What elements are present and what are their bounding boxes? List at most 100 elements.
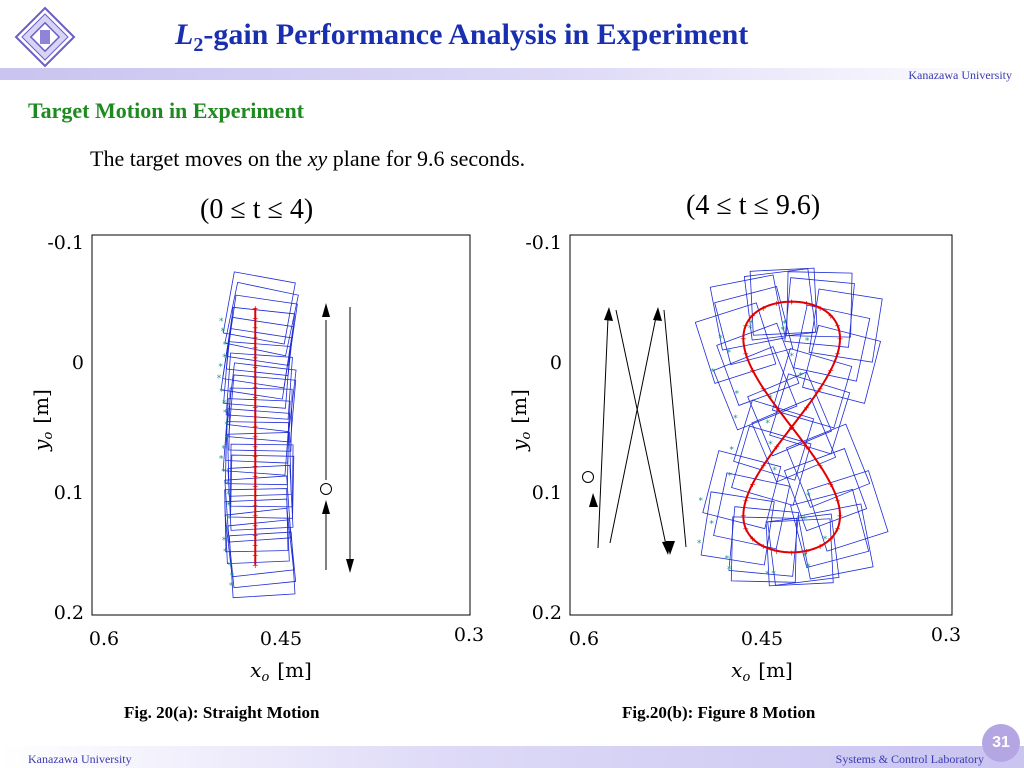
plate-square — [730, 516, 798, 583]
start-position-marker — [582, 471, 594, 483]
plate-marker: * — [725, 554, 730, 564]
trace-point: + — [773, 547, 780, 556]
plate-marker: * — [748, 324, 753, 334]
plate-square — [765, 518, 834, 587]
target-trace-line — [742, 300, 842, 554]
plate-square — [713, 346, 798, 431]
footer-bar — [0, 746, 1024, 768]
plate-marker: * — [226, 501, 231, 511]
zigzag-line-2 — [615, 309, 667, 546]
trace-point: + — [773, 299, 780, 308]
figure-caption-b: Fig.20(b): Figure 8 Motion — [622, 703, 816, 722]
y-tick-labels: -0.1 0 0.1 0.2 — [525, 232, 562, 624]
trace-point: + — [749, 480, 756, 489]
trace-point: + — [252, 561, 259, 570]
plate-marker: * — [806, 491, 811, 501]
y-tick-labels: -0.1 0 0.1 0.2 — [47, 232, 84, 624]
plate-marker: * — [790, 352, 795, 362]
plate-marker: * — [223, 408, 228, 418]
trace-point: + — [252, 511, 259, 520]
plate-marker: * — [803, 551, 808, 561]
trace-point: + — [252, 343, 259, 352]
x-tick-labels: 0.6 0.45 0.3 — [89, 624, 484, 650]
x-tick-label: 0.45 — [260, 628, 302, 650]
plate-marker: * — [225, 480, 230, 490]
plate-marker: * — [798, 371, 803, 381]
trace-point: + — [742, 524, 749, 533]
y-tick-label: 0.1 — [54, 482, 84, 504]
plate-marker: * — [733, 414, 738, 424]
trace-point: + — [252, 413, 259, 422]
plate-marker: * — [781, 325, 786, 335]
trace-point: + — [837, 334, 844, 343]
trace-point: + — [252, 373, 259, 382]
plate-marker: * — [823, 535, 828, 545]
trace-point: + — [760, 542, 767, 551]
header-university: Kanazawa University — [908, 68, 1012, 82]
x-axis-label: xo [m] — [731, 658, 793, 685]
trace-point: + — [252, 551, 259, 560]
trace-point: + — [817, 462, 824, 471]
plate-square — [807, 470, 889, 552]
plate-marker: * — [771, 569, 776, 579]
trace-point: + — [252, 482, 259, 491]
y-axis-label: yo[m] — [29, 389, 56, 452]
plate-square — [802, 324, 882, 404]
plate-marker: * — [765, 419, 770, 429]
section-title: Target Motion in Experiment — [28, 98, 304, 123]
target-trace: +++++++++++++++++++++++++++ — [252, 304, 259, 570]
plate-marker: * — [727, 565, 732, 575]
zigzag-line-4 — [663, 309, 687, 548]
y-tick-label: -0.1 — [525, 232, 562, 254]
plate-square — [227, 519, 297, 589]
arrow-head — [666, 541, 675, 555]
trace-point: + — [834, 497, 841, 506]
y-axis-label: yo[m] — [507, 389, 534, 452]
trace-point: + — [252, 502, 259, 511]
zigzag-line-3 — [609, 316, 657, 544]
plate-square — [747, 371, 833, 457]
plot-figure8-motion: * *************** ************** + ++++++++… — [507, 232, 961, 685]
trace-point: + — [252, 442, 259, 451]
plate-marker: * — [225, 434, 230, 444]
plate-marker: * — [229, 582, 234, 592]
plate-marker: * — [228, 561, 233, 571]
trace-point: + — [252, 541, 259, 550]
y-tick-label: 0.2 — [54, 602, 84, 624]
plate-square — [220, 328, 293, 400]
plate-marker: * — [230, 572, 235, 582]
plate-squares — [694, 267, 889, 587]
plate-square — [714, 286, 794, 366]
plate-square — [713, 472, 791, 550]
trace-point: + — [742, 349, 749, 358]
figure-caption-a: Fig. 20(a): Straight Motion — [124, 703, 320, 722]
plate-marker: * — [226, 490, 231, 500]
trace-point: + — [788, 548, 795, 557]
y-tick-label: 0.1 — [532, 482, 562, 504]
plot-frame — [91, 234, 471, 616]
trace-point: + — [803, 403, 810, 412]
arrow-head — [589, 493, 598, 507]
trace-point: + — [252, 492, 259, 501]
plate-square — [783, 448, 868, 532]
x-tick-label: 0.6 — [89, 628, 119, 650]
plate-marker: * — [222, 399, 227, 409]
x-tick-label: 0.6 — [569, 628, 599, 650]
y-tick-label: -0.1 — [47, 232, 84, 254]
plate-square — [808, 288, 883, 363]
plate-marker: * — [765, 570, 770, 580]
plate-marker: * — [223, 340, 228, 350]
plate-marker: * — [805, 336, 810, 346]
trace-point: + — [252, 423, 259, 432]
plate-square — [223, 341, 291, 409]
plate-square — [228, 387, 293, 452]
header-bar — [0, 68, 1024, 80]
plate-marker: * — [729, 445, 734, 455]
plate-square — [733, 399, 815, 481]
plate-marker: * — [222, 353, 227, 363]
page-number-badge: 31 — [982, 724, 1020, 762]
y-tick-label: 0 — [550, 352, 562, 374]
plate-square — [785, 423, 871, 508]
plate-square — [767, 513, 840, 586]
plate-marker: * — [222, 536, 227, 546]
